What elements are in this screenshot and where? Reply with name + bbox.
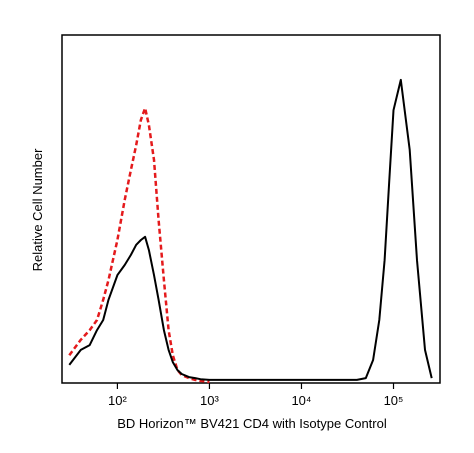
y-axis-title: Relative Cell Number bbox=[30, 148, 45, 271]
plot-frame bbox=[61, 34, 441, 384]
x-tick-label: 10⁵ bbox=[384, 393, 404, 408]
x-tick-label: 10⁴ bbox=[291, 393, 311, 408]
x-tick-label: 10² bbox=[108, 393, 127, 408]
x-tick-label: 10³ bbox=[200, 393, 219, 408]
histogram-line bbox=[68, 78, 433, 381]
x-axis-title: BD Horizon™ BV421 CD4 with Isotype Contr… bbox=[117, 416, 387, 431]
histogram-line bbox=[68, 106, 210, 384]
